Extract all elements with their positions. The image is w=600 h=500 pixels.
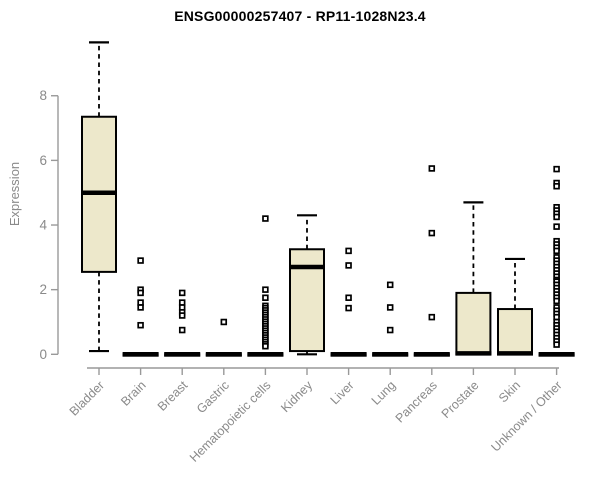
y-tick-label: 4	[39, 218, 47, 233]
x-tick-label: Breast	[155, 378, 191, 414]
y-tick-label: 0	[39, 347, 47, 362]
iqr-box	[289, 248, 325, 353]
box-group	[497, 257, 533, 356]
box-group	[455, 201, 492, 356]
x-tick-label: Kidney	[278, 378, 315, 415]
outlier-point	[428, 313, 436, 321]
x-tick-label: Unknown / Other	[488, 378, 564, 454]
outlier-point	[178, 289, 186, 297]
outlier-point	[345, 294, 352, 301]
x-tick-label: Pancreas	[393, 378, 440, 425]
outlier-point	[428, 165, 436, 172]
x-tick-label: Lung	[369, 378, 399, 408]
x-tick-label: Brain	[118, 378, 149, 409]
outlier-point	[553, 165, 560, 173]
box-group	[81, 41, 117, 353]
iqr-box	[497, 308, 533, 356]
outlier-point	[262, 215, 269, 222]
outlier-point	[553, 213, 560, 221]
chart-title: ENSG00000257407 - RP11-1028N23.4	[174, 8, 426, 24]
outlier-point	[137, 321, 144, 329]
outlier-point	[553, 341, 560, 348]
box-group	[164, 289, 201, 357]
outlier-point	[345, 262, 352, 269]
outlier-point	[262, 286, 269, 293]
box-group	[330, 247, 367, 357]
outlier-point	[553, 223, 560, 230]
box-group	[413, 165, 450, 357]
x-tick-label: Skin	[496, 378, 523, 405]
iqr-box	[455, 291, 492, 356]
box-group	[289, 214, 325, 356]
x-tick-label: Bladder	[67, 378, 107, 418]
x-tick-label: Hematopoietic cells	[187, 378, 274, 465]
outlier-point	[262, 294, 269, 301]
outlier-point	[553, 297, 560, 305]
y-tick-label: 6	[39, 153, 47, 168]
x-tick-label: Prostate	[439, 378, 482, 421]
box-group	[538, 165, 575, 357]
y-tick-label: 2	[39, 282, 47, 297]
outlier-point	[137, 304, 144, 311]
outlier-point	[178, 326, 186, 334]
x-tick-label: Liver	[328, 378, 357, 407]
box-group	[247, 215, 284, 357]
outlier-point	[345, 247, 352, 255]
box-group	[205, 318, 242, 357]
outlier-point	[386, 326, 394, 334]
outlier-point	[137, 289, 144, 297]
box-group	[372, 281, 409, 357]
x-tick-label: Gastric	[194, 378, 232, 416]
outlier-point	[553, 182, 560, 190]
outlier-point	[428, 229, 436, 237]
outlier-point	[553, 247, 560, 255]
outlier-point	[386, 304, 394, 311]
outlier-point	[262, 342, 269, 350]
outlier-point	[386, 281, 394, 289]
outlier-point	[178, 312, 186, 319]
y-tick-label: 8	[39, 88, 47, 103]
outlier-point	[137, 257, 144, 264]
outlier-point	[345, 304, 352, 312]
outlier-point	[220, 318, 228, 326]
box-group	[122, 257, 159, 357]
